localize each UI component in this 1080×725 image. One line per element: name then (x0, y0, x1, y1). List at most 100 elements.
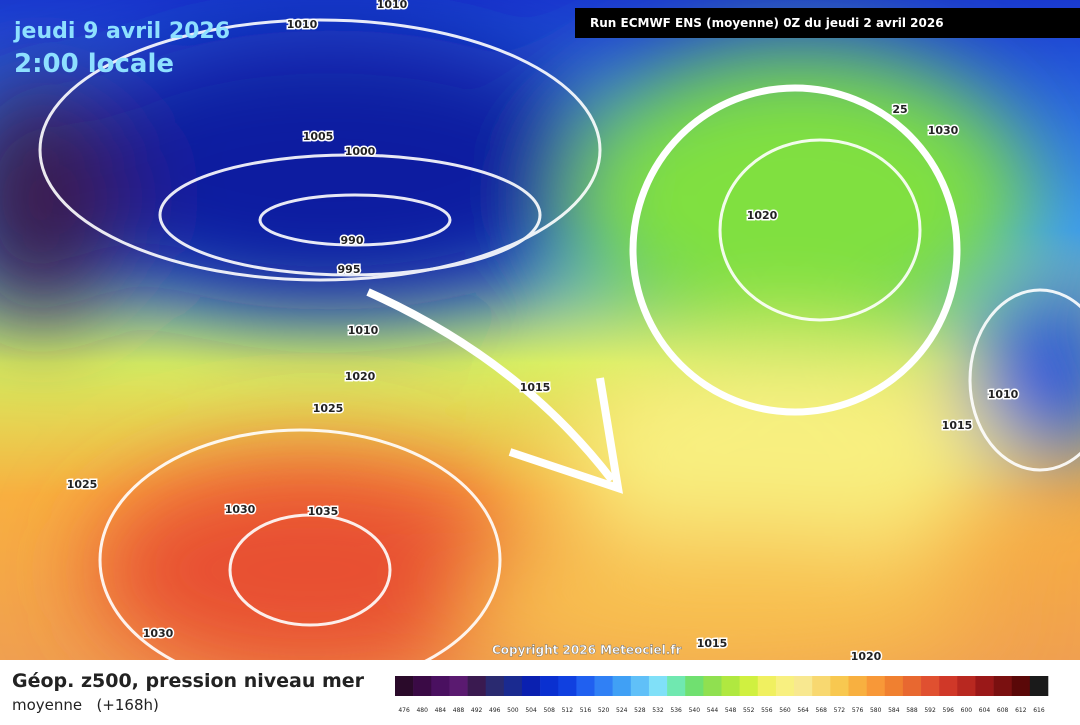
isobar-label: 1020 (851, 650, 882, 663)
color-swatch (812, 676, 831, 696)
isobar-label: 1020 (345, 370, 376, 383)
color-swatch (648, 676, 668, 696)
scale-label: 596 (943, 707, 955, 714)
isobar-label: 1030 (225, 503, 256, 516)
isobar-label: 1015 (697, 637, 728, 650)
scale-label: 576 (852, 707, 864, 714)
scale-label: 560 (779, 707, 791, 714)
scale-label: 580 (870, 707, 882, 714)
color-swatch (830, 676, 849, 696)
isobar-label: 1015 (520, 381, 551, 394)
legend-title: Géop. z500, pression niveau mer (12, 670, 365, 692)
isobar-label: 1015 (942, 419, 973, 432)
color-swatch (540, 676, 559, 696)
isobar-label: 1005 (303, 130, 334, 143)
scale-label: 608 (997, 707, 1009, 714)
color-swatch (521, 676, 541, 696)
scale-label: 600 (961, 707, 973, 714)
isobar-label: 990 (341, 234, 364, 247)
scale-label: 476 (398, 707, 410, 714)
color-swatch (866, 676, 886, 696)
color-swatch (630, 676, 650, 696)
scale-label: 616 (1033, 707, 1045, 714)
color-swatch (612, 676, 632, 696)
color-swatch (1011, 676, 1031, 696)
isobar-label: 1030 (143, 627, 174, 640)
color-swatch (957, 676, 976, 696)
isobar-label: 1010 (377, 0, 408, 11)
scale-label: 508 (543, 707, 555, 714)
color-swatch (848, 676, 867, 696)
scale-label: 564 (797, 707, 809, 714)
scale-label: 568 (816, 707, 828, 714)
scale-label: 612 (1015, 707, 1027, 714)
scale-label: 500 (507, 707, 519, 714)
color-swatch (467, 676, 486, 696)
legend-subtitle: moyenne (+168h) (12, 696, 159, 714)
isobar-label: 995 (338, 263, 361, 276)
isobar-label: 1030 (928, 124, 959, 137)
scale-label: 584 (888, 707, 900, 714)
color-swatch (775, 676, 795, 696)
color-swatch (703, 676, 722, 696)
scale-label: 532 (652, 707, 664, 714)
color-swatch (503, 676, 523, 696)
isobar-label: 1035 (308, 505, 339, 518)
map-background (0, 0, 1080, 680)
color-swatch (413, 676, 432, 696)
run-info: Run ECMWF ENS (moyenne) 0Z du jeudi 2 av… (590, 16, 944, 30)
color-swatch (921, 676, 940, 696)
color-swatch (721, 676, 740, 696)
scale-label: 512 (562, 707, 574, 714)
color-swatch (449, 676, 468, 696)
isobar-label: 1010 (988, 388, 1019, 401)
scale-label: 480 (416, 707, 428, 714)
copyright: Copyright 2026 Meteociel.fr (492, 643, 682, 657)
color-swatch (757, 676, 777, 696)
scale-label: 504 (525, 707, 537, 714)
time: 2:00 locale (14, 49, 174, 79)
color-swatch (594, 676, 613, 696)
isobar-label: 1025 (67, 478, 98, 491)
scale-label: 520 (598, 707, 610, 714)
color-swatch (558, 676, 577, 696)
scale-label: 572 (834, 707, 846, 714)
color-swatch (939, 676, 958, 696)
color-swatch (794, 676, 813, 696)
isobar-label: 25 (892, 103, 907, 116)
scale-label: 488 (453, 707, 465, 714)
color-swatch (884, 676, 904, 696)
color-swatch (431, 676, 450, 696)
scale-label: 540 (689, 707, 701, 714)
scale-label: 588 (906, 707, 918, 714)
isobar-label: 1010 (348, 324, 379, 337)
isobar-labels: 1010 1010 1005 1000 990 995 1010 1020 1025 1025 10… (65, 0, 1020, 665)
scale-label: 604 (979, 707, 991, 714)
color-swatch (902, 676, 922, 696)
isobar-label: 1000 (345, 145, 376, 158)
scale-label: 516 (580, 707, 592, 714)
date: jeudi 9 avril 2026 (13, 19, 230, 44)
scale-label: 536 (670, 707, 682, 714)
scale-label: 524 (616, 707, 628, 714)
scale-label: 492 (471, 707, 483, 714)
isobar-label: 1025 (313, 402, 344, 415)
scale-label: 484 (435, 707, 447, 714)
color-swatch (1029, 676, 1049, 696)
scale-label: 556 (761, 707, 773, 714)
scale-label: 548 (725, 707, 737, 714)
color-swatch (993, 676, 1013, 696)
color-swatch (667, 676, 686, 696)
color-swatch (685, 676, 704, 696)
isobar-label: 1020 (747, 209, 778, 222)
scale-label: 552 (743, 707, 755, 714)
scale-label: 544 (707, 707, 719, 714)
isobar-label: 1010 (287, 18, 318, 31)
scale-label: 496 (489, 707, 501, 714)
color-swatch (576, 676, 595, 696)
color-swatch (739, 676, 759, 696)
scale-label: 528 (634, 707, 646, 714)
scale-label: 592 (924, 707, 936, 714)
color-swatch (395, 676, 414, 696)
